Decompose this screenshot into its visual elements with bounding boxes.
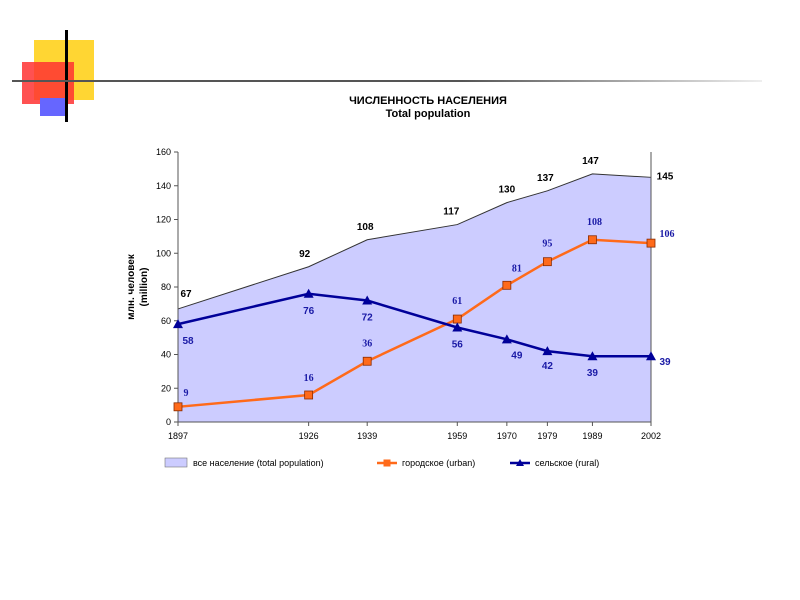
urban-point <box>542 257 552 267</box>
rural-point <box>587 351 598 361</box>
y-axis-label: млн. человек (million) <box>126 253 150 320</box>
rural-point <box>646 351 656 361</box>
legend-label-rural: сельское (rural) <box>535 458 599 468</box>
y-axis-label-line1: млн. человек <box>126 253 137 320</box>
urban-data-label: 95 <box>542 239 552 250</box>
y-tick-label: 120 <box>156 215 171 225</box>
urban-data-label: 61 <box>452 296 462 307</box>
urban-data-label: 81 <box>512 263 522 274</box>
deco-horizontal-rule <box>12 80 762 82</box>
x-tick-label: 1970 <box>497 431 517 441</box>
y-tick-label: 40 <box>161 350 171 360</box>
total-data-label: 137 <box>537 173 554 184</box>
total-data-label: 130 <box>499 185 516 196</box>
rural-data-label: 39 <box>659 357 671 368</box>
urban-data-label: 16 <box>304 373 314 384</box>
deco-blue-square <box>40 98 66 116</box>
total-data-label: 147 <box>582 156 599 167</box>
x-tick-label: 1959 <box>447 431 467 441</box>
plot-area: 0 20 40 60 80 100 120 140 160 1897 1926 1939 1959 197… <box>156 147 675 441</box>
rural-data-label: 39 <box>587 368 599 379</box>
y-tick-label: 100 <box>156 248 171 258</box>
total-data-label: 92 <box>299 249 311 260</box>
legend-swatch-urban-marker <box>383 459 391 467</box>
urban-line <box>177 238 652 409</box>
y-tick-label: 20 <box>161 383 171 393</box>
legend-swatch-total <box>164 457 188 468</box>
y-tick-label: 140 <box>156 181 171 191</box>
rural-point <box>542 346 553 356</box>
y-tick-label: 80 <box>161 282 171 292</box>
rural-point <box>501 334 512 344</box>
urban-point <box>304 390 314 400</box>
rural-point <box>173 319 183 329</box>
y-tick-label: 0 <box>166 417 171 427</box>
legend-swatch-rural-marker <box>516 459 524 466</box>
urban-data-label: 36 <box>362 338 372 349</box>
total-data-label: 117 <box>443 207 460 218</box>
deco-vertical-rule <box>65 30 68 122</box>
total-data-label: 67 <box>180 289 192 300</box>
rural-line <box>177 292 651 358</box>
rural-data-label: 58 <box>182 336 194 347</box>
rural-point <box>362 295 373 305</box>
chart-title: ЧИСЛЕННОСТЬ НАСЕЛЕНИЯ <box>349 95 507 107</box>
rural-data-label: 49 <box>511 350 523 361</box>
urban-point <box>588 235 597 245</box>
total-population-line <box>177 173 652 310</box>
rural-data-label: 76 <box>303 306 315 317</box>
rural-point <box>303 288 314 298</box>
total-data-label: 108 <box>357 222 374 233</box>
total-population-area <box>178 173 651 422</box>
y-tick-label: 160 <box>156 147 171 157</box>
rural-point <box>452 322 463 332</box>
y-tick-label: 60 <box>161 316 171 326</box>
urban-data-label: 108 <box>587 217 602 228</box>
x-tick-label: 2002 <box>641 431 661 441</box>
x-tick-label: 1979 <box>537 431 557 441</box>
legend-label-urban: городское (urban) <box>402 458 475 468</box>
urban-point <box>452 314 462 324</box>
y-axis-label-line2: (million) <box>139 268 150 307</box>
urban-point <box>173 402 183 412</box>
chart-subtitle: Total population <box>386 108 471 120</box>
rural-data-label: 56 <box>452 340 464 351</box>
rural-data-label: 72 <box>362 313 374 324</box>
rural-data-label: 42 <box>542 361 554 372</box>
x-tick-label: 1897 <box>168 431 188 441</box>
x-tick-label: 1926 <box>299 431 319 441</box>
urban-data-label: 106 <box>660 229 675 240</box>
urban-point <box>362 356 372 366</box>
legend-label-total: все население (total population) <box>193 458 324 468</box>
urban-data-label: 9 <box>184 388 189 399</box>
legend: все население (total population) городско… <box>164 457 599 468</box>
x-tick-label: 1989 <box>582 431 602 441</box>
urban-point <box>502 280 512 290</box>
x-tick-label: 1939 <box>357 431 377 441</box>
total-data-label: 145 <box>657 171 674 182</box>
urban-point <box>646 238 656 248</box>
